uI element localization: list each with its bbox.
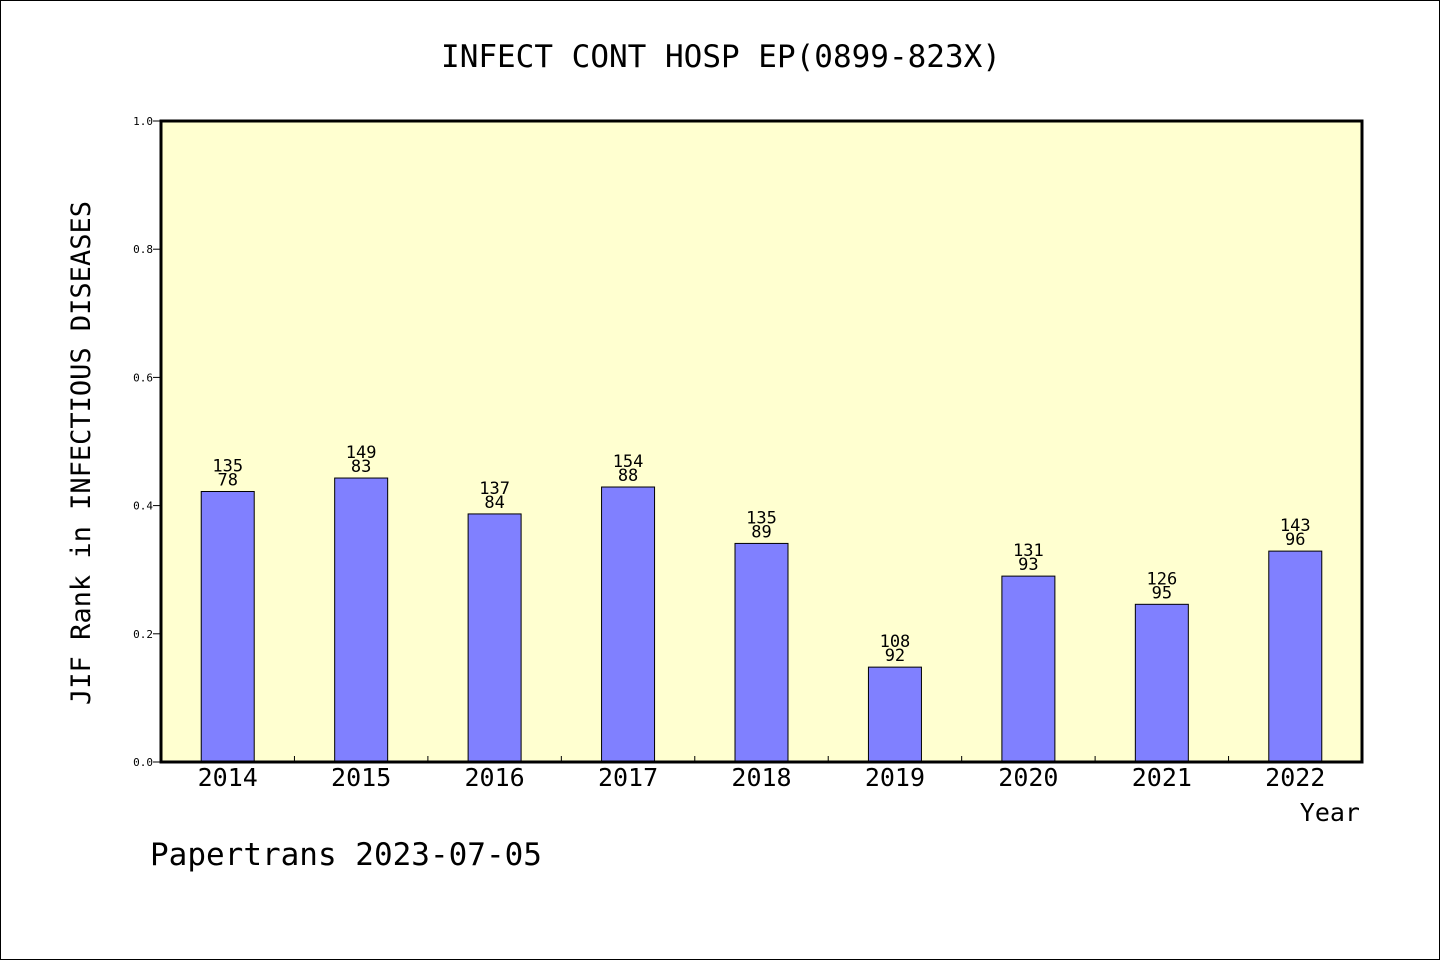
y-tick-label: 0.8 [133,243,153,256]
data-label-total: 154 [613,452,644,472]
bars [200,477,1323,763]
bar-2018 [734,542,789,763]
data-label-rank: 92 [885,646,905,666]
x-tick-label: 2018 [731,763,791,792]
data-label-rank: 95 [1152,583,1172,603]
data-label-total: 126 [1146,569,1177,589]
data-label-total: 137 [479,479,510,499]
data-label-rank: 88 [618,466,638,486]
y-axis-title: JIF Rank in INFECTIOUS DISEASES [66,201,97,705]
bar-2014 [200,490,255,763]
x-tick-label: 2022 [1265,763,1325,792]
plot-border [159,119,1364,764]
data-label-rank: 89 [751,522,771,542]
bar-2020 [1001,575,1056,763]
footer-text: Papertrans 2023-07-05 [150,837,542,873]
x-tick-label: 2016 [465,763,525,792]
data-label-rank: 78 [217,470,237,490]
bar-2017 [601,486,656,763]
chart-title: INFECT CONT HOSP EP(0899-823X) [441,39,1001,75]
data-label-total: 131 [1013,541,1044,561]
bar-2016 [467,513,522,763]
bar-2019 [867,666,922,763]
data-label-total: 143 [1280,516,1311,536]
data-label-rank: 93 [1018,555,1038,575]
y-tick-label: 0.6 [133,371,153,384]
x-tick-label: 2017 [598,763,658,792]
data-label-rank: 84 [484,493,504,513]
x-axis-title: Year [1300,798,1360,827]
y-axis-ticks: 0.0 0.2 0.4 0.6 0.8 1.0 [133,115,161,769]
x-axis-ticks: 2014 2015 2016 2017 2018 2019 2020 2021 2022 [198,756,1325,792]
data-label-total: 135 [746,508,777,528]
x-tick-label: 2020 [998,763,1058,792]
y-tick-label: 1.0 [133,115,153,128]
x-tick-label: 2014 [198,763,258,792]
data-label-total: 108 [880,632,911,652]
x-tick-label: 2015 [331,763,391,792]
y-tick-label: 0.0 [133,756,153,769]
x-tick-label: 2021 [1132,763,1192,792]
data-label-total: 135 [212,456,243,476]
data-label-rank: 83 [351,457,371,477]
data-label-total: 149 [346,443,377,463]
x-tick-label: 2019 [865,763,925,792]
bar-2021 [1134,603,1189,763]
bar-2015 [334,477,389,763]
bar-2022 [1268,550,1323,763]
y-tick-label: 0.2 [133,628,153,641]
data-label-rank: 96 [1285,530,1305,550]
data-labels: 1357814983137841548813589108921319312695… [212,443,1310,666]
y-tick-label: 0.4 [133,500,153,513]
